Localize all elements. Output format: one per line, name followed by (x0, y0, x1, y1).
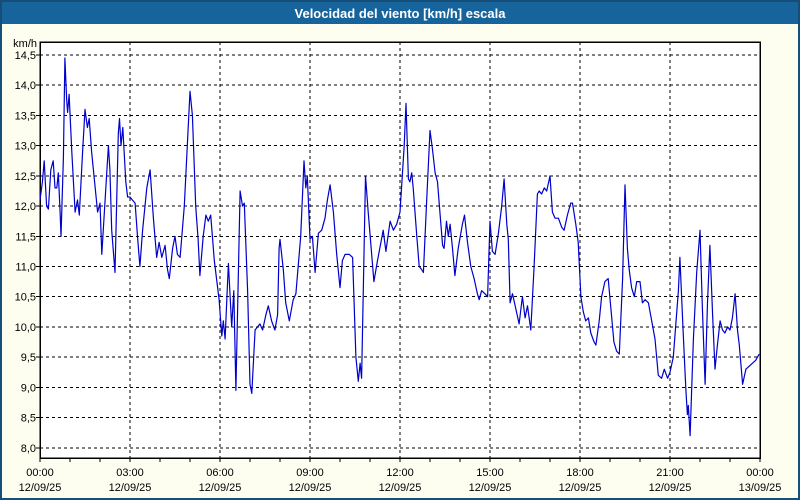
wind-speed-line (39, 57, 760, 437)
x-tick-time-label: 06:00 (206, 467, 234, 479)
y-axis-unit-label: km/h (13, 38, 37, 50)
x-tick-time-label: 00:00 (26, 467, 54, 479)
y-tick-label: 13,0 (15, 141, 36, 153)
x-tick-date-label: 13/09/25 (739, 482, 782, 494)
x-tick-time-label: 21:00 (656, 467, 684, 479)
x-tick-date-label: 12/09/25 (559, 482, 602, 494)
y-tick-label: 12,5 (15, 171, 36, 183)
y-tick-label: 9,0 (21, 382, 36, 394)
y-tick-label: 14,5 (15, 50, 36, 62)
y-tick-label: 11,5 (15, 231, 36, 243)
x-tick-time-label: 18:00 (566, 467, 594, 479)
x-tick-date-label: 12/09/25 (649, 482, 692, 494)
x-tick-time-label: 00:00 (746, 467, 774, 479)
y-tick-label: 12,0 (15, 201, 36, 213)
y-tick-label: 14,0 (15, 80, 36, 92)
x-tick-date-label: 12/09/25 (289, 482, 332, 494)
x-tick-date-label: 12/09/25 (379, 482, 422, 494)
y-tick-label: 13,5 (15, 110, 36, 122)
y-tick-label: 8,0 (21, 443, 36, 455)
x-tick-date-label: 12/09/25 (109, 482, 152, 494)
y-tick-label: 9,5 (21, 352, 36, 364)
x-tick-date-label: 12/09/25 (19, 482, 62, 494)
x-tick-date-label: 12/09/25 (469, 482, 512, 494)
wind-speed-chart-svg: 14,5 14,0 13,5 13,0 12,5 12,0 11,5 11,0 10,5 10,0… (13, 38, 782, 494)
x-tick-time-label: 12:00 (386, 467, 414, 479)
y-tick-label: 11,0 (15, 262, 36, 274)
x-tick-date-label: 12/09/25 (199, 482, 242, 494)
y-tick-label: 8,5 (21, 413, 36, 425)
window-title: Velocidad del viento [km/h] escala (294, 5, 506, 21)
x-tick-time-label: 09:00 (296, 467, 324, 479)
chart-area: 14,5 14,0 13,5 13,0 12,5 12,0 11,5 11,0 10,5 10,0… (2, 24, 798, 498)
y-tick-label: 10,5 (15, 292, 36, 304)
x-tick-time-label: 15:00 (476, 467, 504, 479)
x-tick-time-label: 03:00 (116, 467, 144, 479)
title-bar: Velocidad del viento [km/h] escala (2, 2, 798, 24)
y-tick-label: 10,0 (15, 322, 36, 334)
